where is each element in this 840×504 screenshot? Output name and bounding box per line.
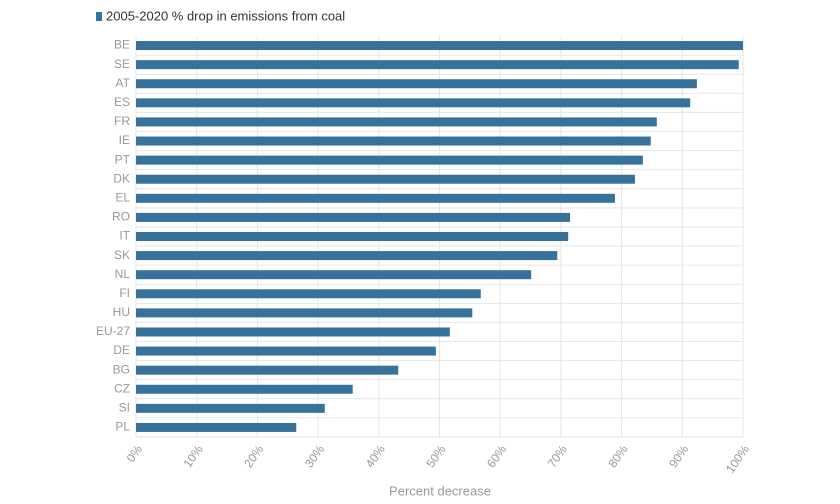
y-tick-label: AT xyxy=(116,76,131,90)
y-tick-label: BG xyxy=(113,362,130,376)
y-tick-label: IE xyxy=(119,133,130,147)
bar xyxy=(136,308,473,318)
bar xyxy=(136,41,743,51)
bar xyxy=(136,117,657,127)
y-tick-label: BE xyxy=(114,38,130,52)
y-tick-label: SK xyxy=(114,248,130,262)
bar xyxy=(136,365,399,375)
bar xyxy=(136,136,651,146)
x-tick-label: 60% xyxy=(484,442,509,470)
y-tick-label: DE xyxy=(113,343,130,357)
y-tick-label: PT xyxy=(115,152,131,166)
bar xyxy=(136,327,450,337)
bar xyxy=(136,384,353,394)
bar xyxy=(136,174,635,184)
y-tick-label: FI xyxy=(119,286,130,300)
bar xyxy=(136,155,643,165)
bar xyxy=(136,212,571,222)
bar xyxy=(136,289,481,299)
x-axis-label: Percent decrease xyxy=(389,483,491,498)
y-tick-label: SI xyxy=(119,401,130,415)
x-tick-label: 10% xyxy=(181,442,206,470)
legend-swatch xyxy=(96,12,102,21)
y-tick-label: ES xyxy=(114,95,130,109)
bar xyxy=(136,232,569,241)
y-tick-label: RO xyxy=(112,210,130,224)
y-tick-label: IT xyxy=(119,229,130,243)
bar xyxy=(136,270,532,280)
bar xyxy=(136,251,558,261)
y-tick-label: EL xyxy=(115,190,130,204)
bar xyxy=(136,422,297,432)
bar xyxy=(136,346,436,356)
x-tick-label: 20% xyxy=(241,442,266,470)
bar xyxy=(136,403,325,413)
bar xyxy=(136,79,697,89)
y-tick-label: EU-27 xyxy=(96,324,130,338)
x-tick-label: 80% xyxy=(605,442,630,470)
y-tick-label: HU xyxy=(113,305,130,319)
x-tick-label: 100% xyxy=(723,442,752,475)
y-tick-label: FR xyxy=(114,114,130,128)
x-tick-label: 0% xyxy=(124,442,146,465)
x-tick-label: 90% xyxy=(666,442,691,470)
bar xyxy=(136,60,739,70)
x-tick-label: 40% xyxy=(363,442,388,470)
legend-label: 2005-2020 % drop in emissions from coal xyxy=(106,8,345,23)
x-tick-label: 70% xyxy=(545,442,570,470)
y-tick-label: SE xyxy=(114,57,130,71)
bar xyxy=(136,193,615,203)
x-tick-label: 30% xyxy=(302,442,327,470)
y-tick-label: DK xyxy=(113,171,130,185)
y-tick-label: CZ xyxy=(114,381,130,395)
y-tick-label: NL xyxy=(115,267,131,281)
bar xyxy=(136,98,691,108)
y-tick-label: PL xyxy=(115,420,130,434)
x-tick-label: 50% xyxy=(423,442,448,470)
